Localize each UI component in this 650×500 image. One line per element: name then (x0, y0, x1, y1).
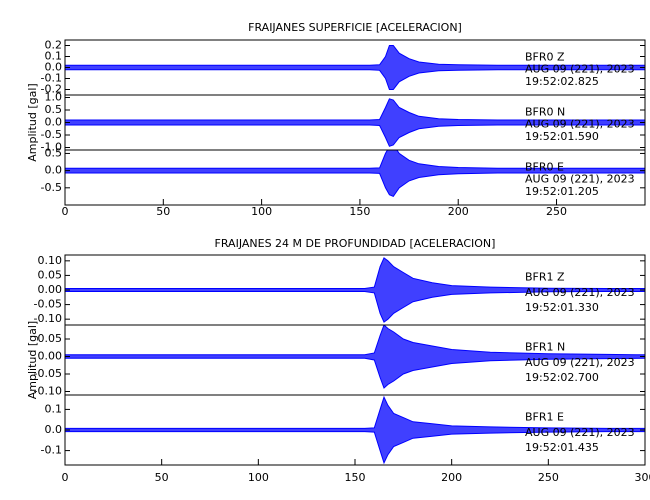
y-tick-label: -0.5 (41, 181, 62, 194)
envelope-fill (65, 397, 645, 463)
y-tick-label: 0.5 (45, 146, 63, 159)
chart-title: FRAIJANES 24 M DE PROFUNDIDAD [ACELERACI… (215, 237, 496, 250)
trace-station: BFR0 N (525, 106, 565, 119)
envelope-lower (65, 357, 645, 389)
y-tick-label: 0.1 (45, 402, 63, 415)
envelope-fill (65, 257, 645, 323)
y-tick-label: 0.0 (45, 116, 63, 129)
x-tick-label: 300 (635, 471, 650, 484)
y-tick-label: 0.2 (45, 39, 63, 52)
y-tick-label: 0.0 (45, 164, 63, 177)
envelope-fill (65, 98, 645, 147)
envelope-fill (65, 45, 645, 90)
trace-date: AUG 09 (221), 2023 (525, 173, 635, 186)
trace-date: AUG 09 (221), 2023 (525, 356, 635, 369)
trace-time: 19:52:01.590 (525, 130, 599, 143)
trace (65, 257, 645, 323)
y-tick-label: -0.1 (41, 72, 62, 85)
y-tick-label: -0.10 (34, 385, 62, 398)
x-tick-label: 200 (448, 205, 469, 218)
trace-time: 19:52:02.700 (525, 371, 599, 384)
trace-date: AUG 09 (221), 2023 (525, 63, 635, 76)
y-axis-label: Amplitud [gal] (26, 321, 39, 399)
y-tick-label: 0.00 (38, 350, 63, 363)
x-tick-label: 250 (538, 471, 559, 484)
trace (65, 150, 645, 198)
x-tick-label: 100 (251, 205, 272, 218)
envelope-upper (65, 150, 645, 169)
trace (65, 98, 645, 147)
trace-time: 19:52:01.205 (525, 185, 599, 198)
trace (65, 395, 645, 465)
panel-frame (64, 149, 646, 206)
x-tick-label: 150 (349, 205, 370, 218)
y-tick-label: 0.0 (45, 61, 63, 74)
envelope-upper (65, 98, 645, 121)
trace-station: BFR0 Z (525, 51, 565, 64)
trace-date: AUG 09 (221), 2023 (525, 426, 635, 439)
x-tick-label: 250 (546, 205, 567, 218)
y-tick-label: -0.1 (41, 444, 62, 457)
x-tick-label: 0 (62, 471, 69, 484)
y-tick-label: 0.05 (38, 268, 63, 281)
x-tick-label: 50 (155, 471, 169, 484)
envelope-lower (65, 69, 645, 90)
envelope-lower (65, 124, 645, 147)
y-tick-label: 0.0 (45, 423, 63, 436)
trace-station: BFR0 E (525, 161, 564, 174)
trace-time: 19:52:01.435 (525, 441, 599, 454)
trace-time: 19:52:02.825 (525, 75, 599, 88)
envelope-upper (65, 395, 645, 429)
envelope-lower (65, 431, 645, 465)
y-axis-label: Amplitud [gal] (26, 83, 39, 161)
x-tick-label: 0 (62, 205, 69, 218)
x-tick-label: 150 (345, 471, 366, 484)
y-tick-label: -0.2 (41, 83, 62, 96)
y-tick-label: 0.1 (45, 50, 63, 63)
trace (65, 325, 645, 389)
y-tick-label: 0.10 (38, 254, 63, 267)
trace (65, 45, 645, 90)
y-tick-label: -0.5 (41, 128, 62, 141)
y-tick-label: 1.0 (45, 91, 63, 104)
x-tick-label: 200 (441, 471, 462, 484)
x-tick-label: 100 (248, 471, 269, 484)
envelope-upper (65, 45, 645, 66)
envelope-fill (65, 325, 645, 388)
y-tick-label: -1.0 (41, 141, 62, 154)
trace-date: AUG 09 (221), 2023 (525, 286, 635, 299)
envelope-upper (65, 257, 645, 289)
trace-time: 19:52:01.330 (525, 301, 599, 314)
trace-date: AUG 09 (221), 2023 (525, 118, 635, 131)
chart-title: FRAIJANES SUPERFICIE [ACELERACION] (248, 21, 462, 34)
envelope-upper (65, 325, 645, 356)
x-tick-label: 50 (156, 205, 170, 218)
y-tick-label: -0.05 (34, 367, 62, 380)
trace-station: BFR1 E (525, 410, 564, 423)
y-tick-label: -0.10 (34, 312, 62, 325)
y-tick-label: 0.05 (38, 332, 63, 345)
envelope-lower (65, 172, 645, 198)
y-tick-label: 0.5 (45, 103, 63, 116)
trace-station: BFR1 Z (525, 270, 565, 283)
trace-station: BFR1 N (525, 340, 565, 353)
y-tick-label: 0.00 (38, 283, 63, 296)
envelope-lower (65, 291, 645, 323)
y-tick-label: -0.05 (34, 298, 62, 311)
